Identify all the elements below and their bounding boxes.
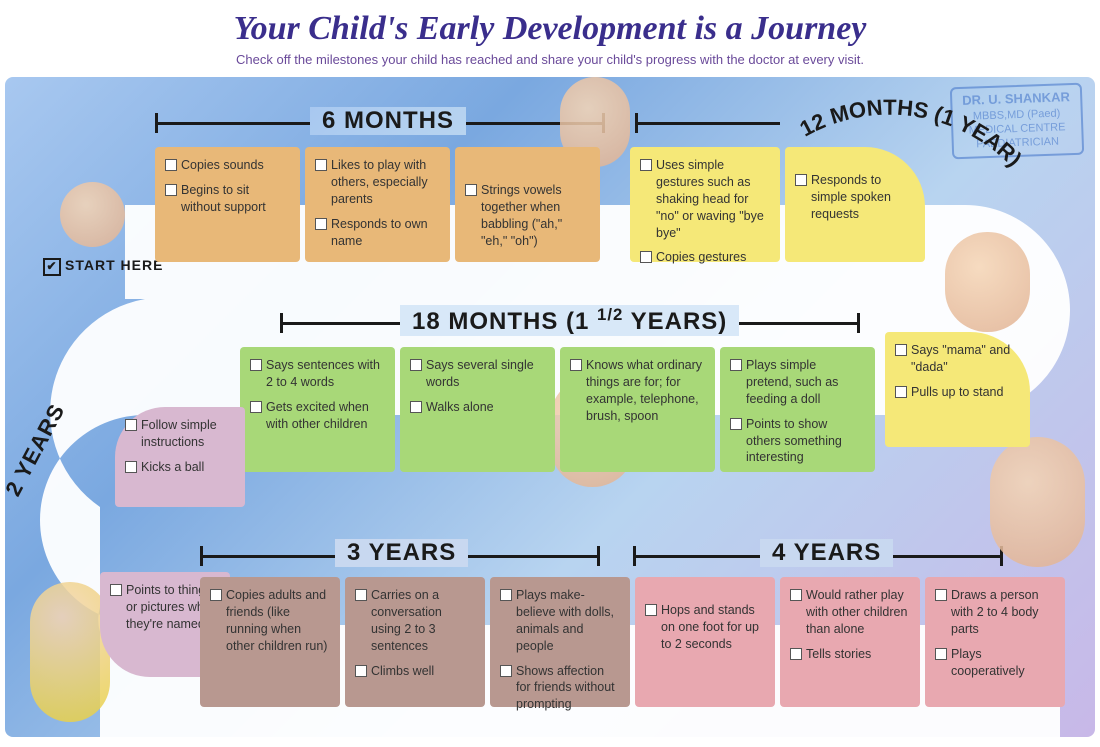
milestone-item[interactable]: Copies gestures [640,249,770,266]
age-label-6m: 6 MONTHS [310,107,466,135]
milestone-item[interactable]: Responds to own name [315,216,440,250]
tile-3y-3[interactable]: Plays make-believe with dolls, animals a… [490,577,630,707]
tile-4y-1[interactable]: Hops and stands on one foot for up to 2 … [635,577,775,707]
tile-2y-1[interactable]: Follow simple instructions Kicks a ball [115,407,245,507]
header: Your Child's Early Development is a Jour… [0,0,1100,72]
tile-12m-2[interactable]: Responds to simple spoken requests [785,147,925,262]
milestone-item[interactable]: Walks alone [410,399,545,416]
age-label-4y: 4 YEARS [760,539,893,567]
page-title: Your Child's Early Development is a Jour… [0,10,1100,48]
milestone-item[interactable]: Likes to play with others, especially pa… [315,157,440,208]
journey-board: DR. U. SHANKAR MBBS,MD (Paed) MEDICAL CE… [5,77,1095,737]
milestone-item[interactable]: Follow simple instructions [125,417,235,451]
milestone-item[interactable]: Uses simple gestures such as shaking hea… [640,157,770,241]
child-photo [990,437,1085,567]
tile-4y-2[interactable]: Would rather play with other children th… [780,577,920,707]
milestone-item[interactable]: Knows what ordinary things are for; for … [570,357,705,425]
milestone-item[interactable]: Climbs well [355,663,475,680]
milestone-item[interactable]: Hops and stands on one foot for up to 2 … [645,602,765,653]
page-subtitle: Check off the milestones your child has … [0,52,1100,67]
milestone-item[interactable]: Gets excited when with other children [250,399,385,433]
tile-6m-1[interactable]: Copies sounds Begins to sit without suppo… [155,147,300,262]
bracket-cap [597,546,600,566]
bracket-12m [635,122,780,125]
tile-18m-3[interactable]: Says several single words Walks alone [400,347,555,472]
child-photo [945,232,1030,332]
bracket-cap [857,313,860,333]
milestone-item[interactable]: Would rather play with other children th… [790,587,910,638]
milestone-item[interactable]: Pulls up to stand [895,384,1020,401]
milestone-item[interactable]: Plays make-believe with dolls, animals a… [500,587,620,655]
milestone-item[interactable]: Says several single words [410,357,545,391]
tile-4y-3[interactable]: Draws a person with 2 to 4 body parts Pla… [925,577,1065,707]
tile-6m-2[interactable]: Likes to play with others, especially pa… [305,147,450,262]
baby-icon-start [60,182,125,247]
bracket-cap [200,546,203,566]
milestone-item[interactable]: Kicks a ball [125,459,235,476]
tile-18m-4[interactable]: Says sentences with 2 to 4 words Gets exc… [240,347,395,472]
milestone-item[interactable]: Plays simple pretend, such as feeding a … [730,357,865,408]
milestone-item[interactable]: Says "mama" and "dada" [895,342,1020,376]
milestone-item[interactable]: Says sentences with 2 to 4 words [250,357,385,391]
age-label-3y: 3 YEARS [335,539,468,567]
tile-12m-3[interactable]: Says "mama" and "dada" Pulls up to stand [885,332,1030,447]
milestone-item[interactable]: Strings vowels together when babbling ("… [465,182,590,250]
milestone-item[interactable]: Points to show others something interest… [730,416,865,467]
tile-18m-1[interactable]: Plays simple pretend, such as feeding a … [720,347,875,472]
tile-12m-1[interactable]: Uses simple gestures such as shaking hea… [630,147,780,262]
tile-3y-2[interactable]: Carries on a conversation using 2 to 3 s… [345,577,485,707]
bracket-cap [155,113,158,133]
milestone-item[interactable]: Shows affection for friends without prom… [500,663,620,714]
milestone-item[interactable]: Responds to simple spoken requests [795,172,915,223]
tile-6m-3[interactable]: Strings vowels together when babbling ("… [455,147,600,262]
milestone-item[interactable]: Draws a person with 2 to 4 body parts [935,587,1055,638]
milestone-item[interactable]: Carries on a conversation using 2 to 3 s… [355,587,475,655]
milestone-item[interactable]: Copies adults and friends (like running … [210,587,330,655]
milestone-item[interactable]: Copies sounds [165,157,290,174]
bracket-cap [633,546,636,566]
child-photo [30,582,110,722]
bracket-cap [280,313,283,333]
tile-18m-2[interactable]: Knows what ordinary things are for; for … [560,347,715,472]
milestone-item[interactable]: Plays cooperatively [935,646,1055,680]
start-here-label: START HERE [43,257,163,276]
tile-3y-1[interactable]: Copies adults and friends (like running … [200,577,340,707]
milestone-item[interactable]: Tells stories [790,646,910,663]
milestone-item[interactable]: Begins to sit without support [165,182,290,216]
bracket-cap [635,113,638,133]
age-label-18m: 18 MONTHS (1 1/2 YEARS) [400,305,739,336]
